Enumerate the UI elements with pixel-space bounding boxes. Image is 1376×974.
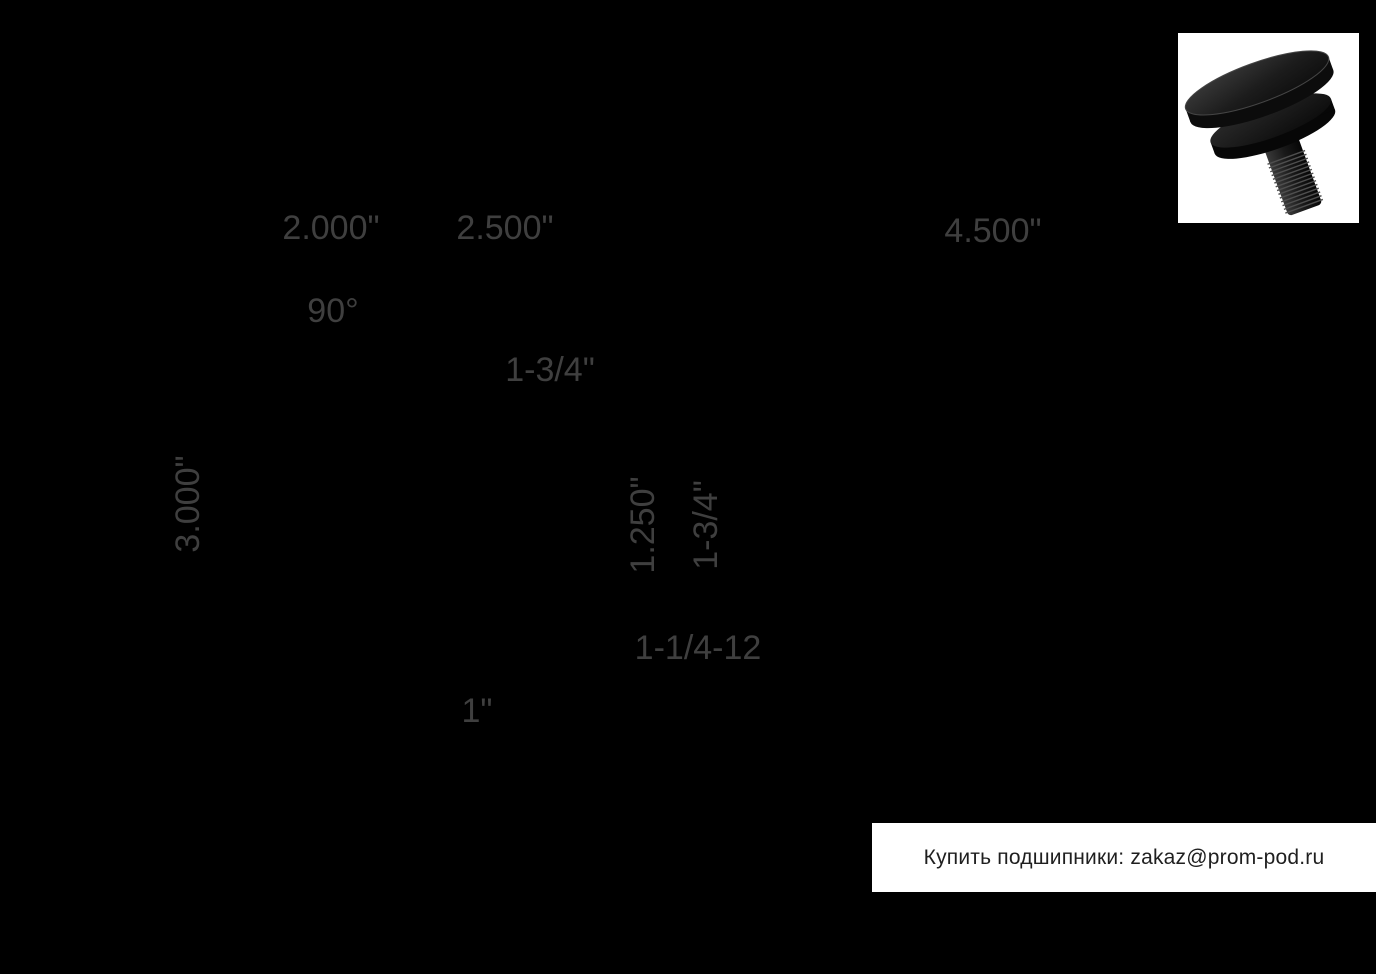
dim-90deg-label: 90° (307, 292, 359, 330)
contact-banner: Купить подшипники: zakaz@prom-pod.ru (872, 823, 1376, 892)
dim-2-500-label: 2.500" (456, 209, 554, 247)
dim-1-3-4-side-label: 1-3/4" (687, 480, 725, 570)
dim-4-500-label: 4.500" (944, 212, 1042, 250)
dim-1-3-4-top-label: 1-3/4" (505, 351, 595, 389)
dim-1-inch-label: 1" (461, 692, 493, 730)
dim-3-000-label: 3.000" (169, 455, 207, 553)
dim-1-250-label: 1.250" (624, 476, 662, 574)
v-groove-roller-image (1184, 50, 1336, 216)
dim-thread-spec-label: 1-1/4-12 (634, 629, 762, 667)
dim-2-000-label: 2.000" (282, 209, 380, 247)
product-photo (1178, 33, 1359, 223)
contact-banner-text: Купить подшипники: zakaz@prom-pod.ru (923, 845, 1325, 869)
